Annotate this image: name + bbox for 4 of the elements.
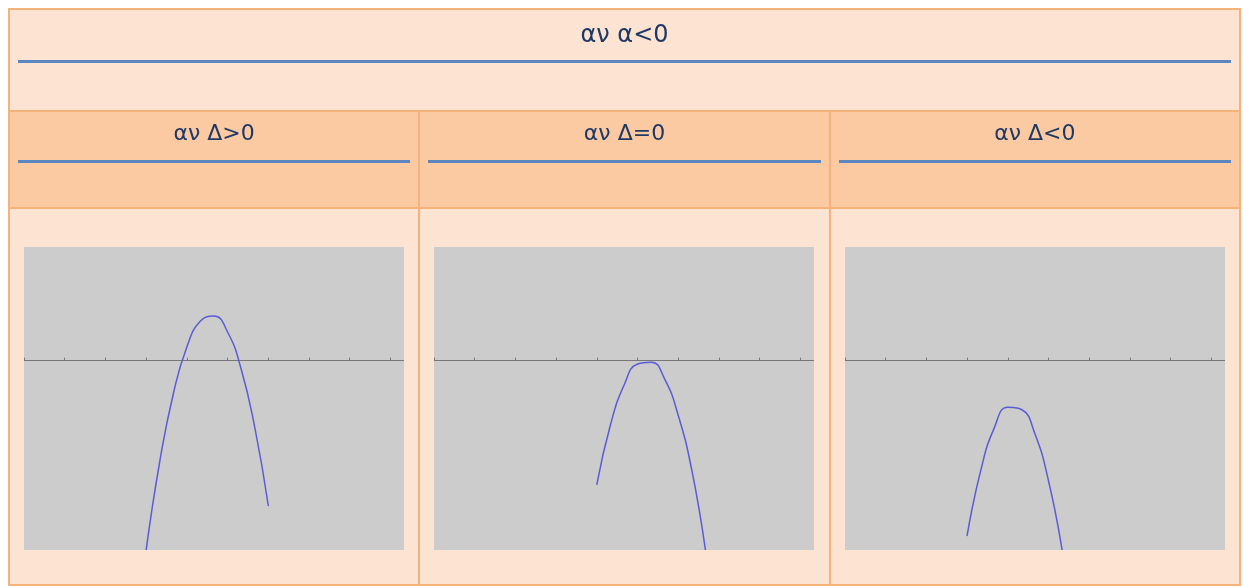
chart-title: αν Δ<0 [993, 119, 1077, 147]
text: αν α<0 [579, 19, 670, 50]
chart-title: αν Δ>0 [172, 119, 256, 147]
chart-title: αν Δ=0 [582, 119, 667, 147]
